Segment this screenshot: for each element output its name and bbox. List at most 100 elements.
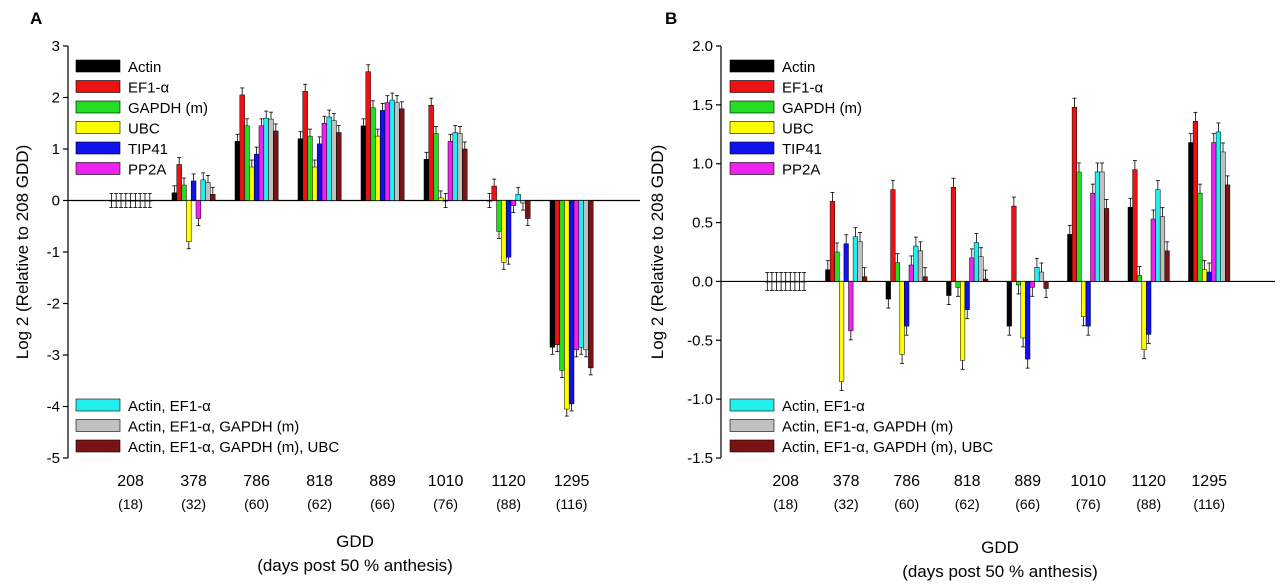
legend-label: Actin, EF1-α, GAPDH (m), UBC <box>128 439 339 456</box>
bar <box>316 143 323 201</box>
legend-label: Actin, EF1-α, GAPDH (m) <box>128 419 299 436</box>
bar <box>862 276 868 282</box>
x-tick-label: 1295 <box>554 473 590 490</box>
bar <box>1025 281 1031 360</box>
bar <box>568 200 575 405</box>
bar <box>829 201 835 282</box>
bar <box>1011 205 1017 282</box>
y-tick-label: 3 <box>52 38 60 55</box>
x-axis-subtitle: (days post 50 % anthesis) <box>902 562 1098 581</box>
bar <box>1081 281 1087 317</box>
bar <box>894 262 901 282</box>
x-tick-sublabel: (62) <box>307 496 332 512</box>
y-tick-label: -1 <box>47 244 60 261</box>
bar <box>433 133 439 201</box>
legend-swatch <box>75 141 121 155</box>
y-tick-label: 2 <box>52 90 60 107</box>
bar <box>1099 171 1105 282</box>
legend-label: EF1-α <box>782 80 824 97</box>
legend-swatch <box>729 121 775 134</box>
bar <box>171 192 178 201</box>
bar <box>1034 267 1040 282</box>
bar <box>496 200 502 232</box>
bar <box>549 200 556 348</box>
bar <box>258 125 265 201</box>
x-axis-title: GDD <box>981 538 1019 557</box>
x-tick-label: 786 <box>243 473 270 490</box>
legend-swatch <box>75 419 121 432</box>
x-tick-label: 208 <box>772 473 799 490</box>
legend-label: Actin, EF1-α, GAPDH (m) <box>782 419 953 436</box>
legend-swatch <box>729 100 775 114</box>
legend-label: PP2A <box>782 162 820 179</box>
y-tick-label: 1 <box>52 141 60 158</box>
bar <box>1155 189 1161 282</box>
bar <box>1197 192 1203 282</box>
bar <box>520 200 526 204</box>
bar <box>438 197 444 201</box>
x-tick-label: 889 <box>369 473 396 490</box>
bar <box>1211 142 1217 282</box>
bar <box>501 200 507 263</box>
bar <box>360 125 367 201</box>
bar <box>321 123 328 201</box>
bar <box>244 125 250 201</box>
legend-swatch <box>729 80 775 93</box>
y-tick-label: 0.5 <box>692 215 713 232</box>
bar <box>1159 216 1166 282</box>
bar <box>505 200 512 258</box>
legend-swatch <box>75 80 121 93</box>
bar <box>573 200 580 351</box>
x-tick-label: 378 <box>833 473 860 490</box>
bar <box>955 281 961 288</box>
x-tick-label: 1010 <box>1070 473 1106 490</box>
bar <box>186 200 192 242</box>
legend-label: TIP41 <box>782 141 822 158</box>
bar <box>1188 142 1194 282</box>
bar <box>326 116 332 201</box>
bar <box>210 194 216 201</box>
bar <box>195 200 202 219</box>
legend-label: PP2A <box>128 162 166 179</box>
bar <box>969 257 975 282</box>
bar <box>249 166 255 201</box>
bar <box>1085 281 1091 327</box>
bar <box>1146 281 1152 335</box>
bar <box>525 200 531 219</box>
bar <box>1043 281 1049 289</box>
bar <box>452 132 458 201</box>
bar <box>462 148 468 201</box>
x-tick-sublabel: (32) <box>181 496 206 512</box>
bar <box>583 200 589 351</box>
y-axis-title: Log 2 (Relative to 208 GDD) <box>648 145 667 360</box>
bar <box>1202 269 1208 282</box>
bar <box>908 264 914 282</box>
bar <box>200 179 206 201</box>
bar <box>1076 171 1082 282</box>
bar <box>253 153 260 201</box>
legend-label: Actin, EF1-α, GAPDH (m), UBC <box>782 439 993 456</box>
y-tick-label: 1.0 <box>692 156 713 173</box>
bar <box>384 102 391 201</box>
legend-swatch <box>729 59 775 73</box>
legend-label: Actin, EF1-α <box>782 398 865 415</box>
bar <box>1090 192 1096 282</box>
x-tick-sublabel: (76) <box>433 496 458 512</box>
y-axis-title: Log 2 (Relative to 208 GDD) <box>13 145 32 360</box>
x-tick-label: 818 <box>306 473 333 490</box>
x-tick-label: 1295 <box>1191 473 1227 490</box>
legend-swatch <box>75 121 121 134</box>
legend-swatch <box>729 162 775 175</box>
legend-label: GAPDH (m) <box>128 100 208 117</box>
bar <box>973 242 979 282</box>
legend-swatch <box>75 398 121 412</box>
x-tick-sublabel: (62) <box>955 496 980 512</box>
bar <box>176 164 182 201</box>
bar <box>578 200 584 348</box>
bar <box>268 118 274 201</box>
y-tick-label: -3 <box>47 347 60 364</box>
bar <box>375 135 381 201</box>
x-tick-label: 208 <box>117 473 144 490</box>
